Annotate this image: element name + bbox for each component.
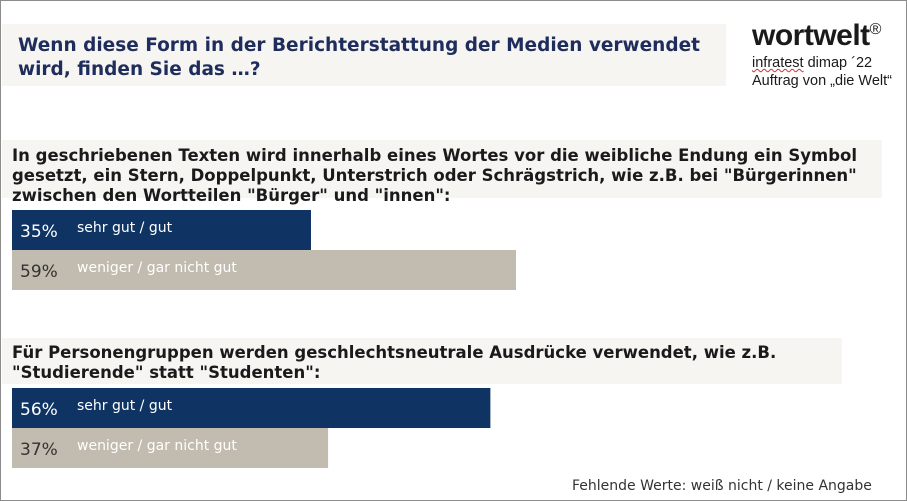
bar-q1-negative	[12, 250, 516, 290]
bar-q1-positive	[12, 210, 311, 250]
question-1: In geschriebenen Texten wird innerhalb e…	[12, 146, 857, 205]
value-label-q2-1: 56%	[20, 400, 58, 420]
category-label-q1-1: sehr gut / gut	[77, 220, 173, 236]
value-label-q2-2: 37%	[20, 440, 58, 460]
category-label-q2-2: weniger / gar nicht gut	[77, 438, 237, 454]
chart-title: Wenn diese Form in der Berichterstattung…	[18, 35, 700, 80]
logo-text: wortwelt	[752, 19, 870, 52]
source-name: infratest	[752, 55, 804, 71]
source-line-2: Auftrag von „die Welt“	[752, 73, 892, 89]
source-year: dimap ´22	[803, 55, 873, 71]
category-label-q2-1: sehr gut / gut	[77, 398, 173, 414]
source-line-1: infratest dimap ´22	[752, 54, 904, 72]
footnote: Fehlende Werte: weiß nicht / keine Angab…	[572, 478, 872, 494]
registered-mark: ®	[869, 21, 882, 38]
category-label-q1-2: weniger / gar nicht gut	[77, 260, 237, 276]
bar-q2-negative	[12, 428, 329, 468]
question-2: Für Personengruppen werden geschlechtsne…	[12, 343, 777, 382]
value-label-q1-1: 35%	[20, 222, 58, 242]
question-2-band	[2, 338, 842, 384]
brand-block: wortwelt® infratest dimap ´22 Auftrag vo…	[752, 12, 904, 90]
bar-q2-positive	[12, 388, 491, 428]
value-label-q1-2: 59%	[20, 262, 58, 282]
title-band	[2, 24, 726, 86]
question-1-band	[2, 140, 882, 198]
wortwelt-logo: wortwelt®	[752, 12, 904, 54]
